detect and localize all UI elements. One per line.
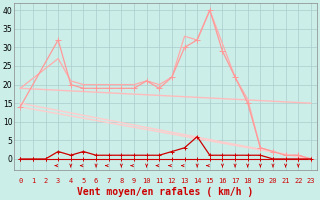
X-axis label: Vent moyen/en rafales ( km/h ): Vent moyen/en rafales ( km/h ) (77, 187, 254, 197)
